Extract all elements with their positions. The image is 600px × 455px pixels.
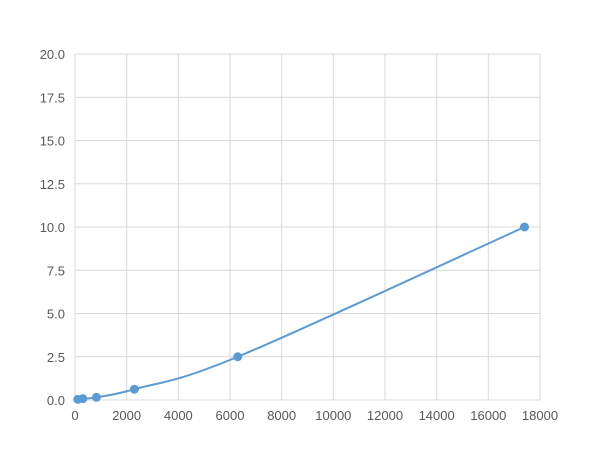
data-point <box>78 394 88 404</box>
x-tick-label: 8000 <box>267 408 296 423</box>
x-tick-label: 14000 <box>419 408 455 423</box>
data-point <box>520 222 529 232</box>
y-tick-label: 5.0 <box>47 307 65 322</box>
y-tick-label: 7.5 <box>47 263 65 278</box>
data-point <box>233 352 243 362</box>
data-point <box>91 392 101 402</box>
y-tick-label: 15.0 <box>40 134 65 149</box>
y-tick-label: 12.5 <box>40 177 65 192</box>
x-tick-label: 12000 <box>367 408 403 423</box>
y-tick-label: 20.0 <box>40 47 65 62</box>
y-tick-label: 0.0 <box>47 393 65 408</box>
x-tick-label: 2000 <box>112 408 141 423</box>
x-tick-label: 10000 <box>315 408 351 423</box>
x-tick-label: 16000 <box>470 408 506 423</box>
y-tick-label: 2.5 <box>47 350 65 365</box>
x-tick-label: 18000 <box>522 408 558 423</box>
y-tick-label: 17.5 <box>40 90 65 105</box>
x-tick-label: 4000 <box>164 408 193 423</box>
x-tick-label: 6000 <box>216 408 245 423</box>
y-tick-label: 10.0 <box>40 220 65 235</box>
data-point <box>129 384 139 394</box>
x-tick-label: 0 <box>71 408 78 423</box>
